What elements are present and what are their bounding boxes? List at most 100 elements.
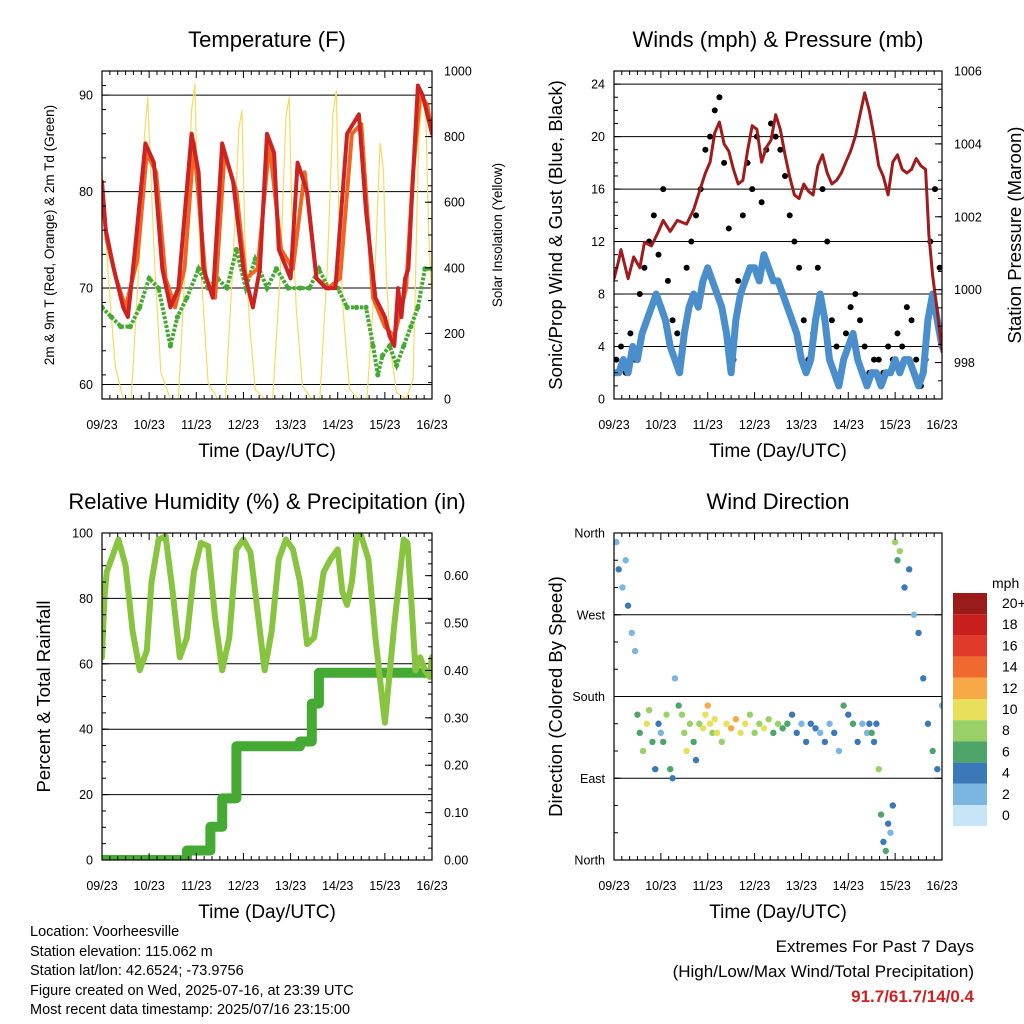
gust-point bbox=[683, 264, 690, 271]
direction-point bbox=[683, 747, 690, 755]
dewpoint-point bbox=[353, 304, 360, 310]
direction-point bbox=[835, 747, 843, 755]
gust-point bbox=[618, 343, 625, 350]
dewpoint-point bbox=[224, 285, 230, 291]
direction-point bbox=[663, 711, 670, 718]
x-tick-label: 12/23 bbox=[228, 879, 259, 893]
gust-point bbox=[936, 264, 942, 271]
direction-point bbox=[870, 738, 878, 746]
gust-point bbox=[707, 133, 714, 140]
x-tick-label: 12/23 bbox=[228, 418, 259, 432]
colorbar-label: 6 bbox=[1002, 743, 1010, 759]
direction-point bbox=[727, 725, 735, 732]
direction-point bbox=[619, 584, 626, 591]
colorbar-swatch bbox=[953, 805, 987, 827]
dewpoint-point bbox=[306, 285, 313, 291]
wind-ylabel-right: Station Pressure (Maroon) bbox=[1004, 127, 1024, 344]
direction-point bbox=[779, 725, 786, 732]
temp-xlabel: Time (Day/UTC) bbox=[198, 441, 336, 462]
colorbar-swatch bbox=[953, 783, 987, 805]
direction-point bbox=[614, 538, 620, 546]
gust-point bbox=[669, 317, 676, 324]
direction-point bbox=[649, 738, 656, 746]
x-tick-label: 13/23 bbox=[275, 418, 306, 432]
y-right-tick-label: 0.60 bbox=[444, 569, 468, 583]
gust-point bbox=[796, 264, 803, 271]
x-tick-label: 09/23 bbox=[598, 418, 629, 432]
colorbar-swatch bbox=[953, 656, 987, 678]
dewpoint-point bbox=[184, 295, 190, 301]
x-tick-label: 11/23 bbox=[181, 418, 211, 432]
temp_2m-series bbox=[102, 83, 432, 348]
gust-point bbox=[674, 330, 681, 337]
colorbar-label: 8 bbox=[1002, 722, 1010, 738]
direction-point bbox=[669, 775, 676, 782]
gust-point bbox=[627, 330, 634, 337]
direction-point bbox=[849, 720, 857, 727]
dewpoint-point bbox=[375, 372, 381, 378]
direction-point bbox=[628, 629, 636, 637]
direction-point bbox=[831, 729, 838, 737]
extremes-values: 91.7/61.7/14/0.4 bbox=[851, 987, 974, 1006]
colorbar-label: 14 bbox=[1002, 659, 1018, 675]
direction-point bbox=[692, 756, 700, 764]
dewpoint-point bbox=[422, 266, 428, 272]
direction-point bbox=[938, 702, 942, 709]
y-right-tick-label: 1004 bbox=[954, 137, 982, 151]
gust-point bbox=[885, 343, 892, 350]
x-tick-label: 15/23 bbox=[369, 879, 400, 893]
gust-point bbox=[824, 238, 831, 245]
direction-point bbox=[718, 738, 725, 746]
direction-point bbox=[704, 702, 711, 709]
y-tick-label: 90 bbox=[79, 89, 93, 103]
y-right-tick-label: 0.40 bbox=[444, 664, 468, 678]
direction-point bbox=[643, 720, 650, 727]
rh-series bbox=[102, 533, 432, 726]
gust-point bbox=[716, 94, 723, 101]
y-right-tick-label: 0 bbox=[444, 393, 451, 407]
direction-point bbox=[711, 716, 718, 723]
y-right-tick-label: 0.50 bbox=[444, 617, 468, 631]
direction-point bbox=[709, 729, 716, 737]
direction-point bbox=[889, 802, 896, 809]
y-tick-label: North bbox=[574, 527, 605, 541]
direction-point bbox=[746, 711, 754, 718]
direction-point bbox=[699, 725, 707, 732]
direction-point bbox=[631, 647, 639, 655]
wind-ylabel: Sonic/Prop Wind & Gust (Blue, Black) bbox=[545, 80, 566, 389]
y-tick-label: 80 bbox=[79, 185, 93, 199]
direction-point bbox=[866, 720, 873, 727]
colorbar-swatch bbox=[953, 614, 987, 636]
direction-point bbox=[686, 720, 694, 727]
gust-point bbox=[800, 317, 807, 324]
x-tick-label: 13/23 bbox=[786, 418, 817, 432]
direction-point bbox=[723, 720, 730, 727]
colorbar-swatch bbox=[953, 699, 987, 721]
direction-point bbox=[681, 729, 688, 737]
wind_speed-series bbox=[614, 251, 942, 390]
y-right-tick-label: 1000 bbox=[954, 283, 982, 297]
direction-point bbox=[868, 729, 875, 737]
direction-point bbox=[696, 720, 703, 727]
dewpoint-point bbox=[386, 343, 393, 349]
direction-point bbox=[910, 611, 918, 618]
dewpoint-point bbox=[102, 304, 105, 310]
rh-xlabel: Time (Day/UTC) bbox=[198, 902, 336, 923]
gust-point bbox=[758, 199, 765, 206]
y-tick-label: 0 bbox=[86, 854, 93, 868]
x-tick-label: 10/23 bbox=[134, 418, 165, 432]
colorbar-label: 18 bbox=[1002, 616, 1018, 632]
dewpoint-point bbox=[127, 324, 133, 330]
y-right-tick-label: 0.00 bbox=[444, 854, 468, 868]
gust-point bbox=[875, 356, 882, 363]
gust-point bbox=[721, 159, 728, 166]
x-tick-label: 09/23 bbox=[86, 879, 117, 893]
gust-point bbox=[739, 212, 746, 219]
dewpoint-point bbox=[285, 285, 291, 291]
direction-point bbox=[901, 584, 908, 591]
dewpoint-point bbox=[408, 324, 414, 330]
direction-point bbox=[678, 711, 686, 718]
dir-panel: 09/23 10/23 11/23 12/23 13/23 14/23 15/23 16/23… bbox=[545, 489, 1024, 923]
direction-point bbox=[816, 729, 824, 737]
temp-frame bbox=[101, 70, 433, 400]
